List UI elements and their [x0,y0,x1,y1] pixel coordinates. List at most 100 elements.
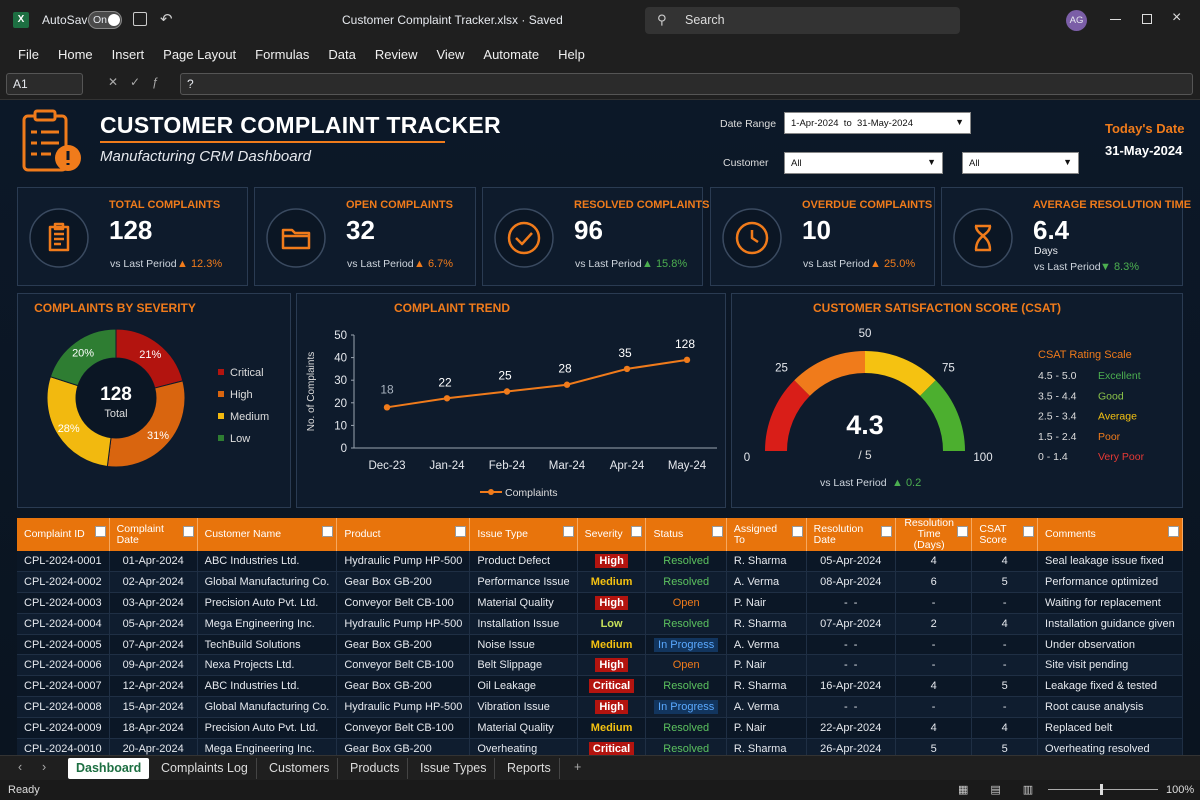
search-box[interactable]: ⚲ Search [645,7,960,34]
filter-dropdown[interactable]: All ▼ [784,152,943,174]
user-avatar[interactable]: AG [1066,10,1087,31]
table-cell: 05-Apr-2024 [806,551,896,573]
sheet-tab[interactable]: Reports [499,758,560,779]
filter-button[interactable] [562,526,574,537]
status-badge: In Progress [654,637,719,652]
legend-label: High [230,389,253,401]
sheet-tab[interactable]: Customers [261,758,339,779]
formula-input[interactable]: ? [180,73,1193,95]
header-text: Resolution Date [813,522,864,546]
dashboard-subtitle: Manufacturing CRM Dashboard [100,148,311,165]
filter-button[interactable] [957,526,969,537]
close-button[interactable]: × [1172,9,1182,26]
table-cell: Precision Auto Pvt. Ltd. [197,717,338,739]
table-cell: Product Defect [469,551,578,573]
cell-text: 05-Apr-2024 [122,617,184,630]
filter-button[interactable] [94,526,106,537]
filter-button[interactable] [791,526,803,537]
legend-swatch [218,391,224,397]
zoom-thumb[interactable] [1100,784,1103,795]
ribbon-tab[interactable]: Page Layout [163,46,237,62]
filter-button[interactable] [455,526,467,537]
table-cell: Seal leakage issue fixed [1037,551,1183,573]
trend-point [503,388,511,395]
header-text: Customer Name [204,528,282,540]
sheet-tab[interactable]: Issue Types [412,758,496,779]
filter-button[interactable] [1023,526,1035,537]
point-label: 28 [558,362,572,376]
ribbon-tab[interactable]: Help [558,46,585,62]
table-cell: Precision Auto Pvt. Ltd. [197,592,338,614]
zoom-slider[interactable] [1048,789,1158,790]
ribbon-tab[interactable]: File [18,46,39,62]
filter-button[interactable] [1168,526,1179,537]
cell-text: 2 [930,617,937,630]
sheet-tab[interactable]: Products [342,758,409,779]
filter-button[interactable] [322,526,334,537]
sheet-tab[interactable]: Dashboard [68,758,150,779]
save-icon[interactable] [133,12,147,26]
view-buttons[interactable]: ▦▤▥ [958,784,1056,796]
scale-label: Good [1098,390,1124,402]
ribbon-tab[interactable]: View [436,46,465,62]
icon-ring [266,208,326,268]
minimize-button[interactable] [1110,19,1121,20]
gauge-band [794,351,865,396]
filter-button[interactable] [182,526,194,537]
cell-text: - - [844,596,858,609]
y-tick-label: 40 [334,353,347,365]
ribbon-tab[interactable]: Home [57,46,93,62]
table-cell: CPL-2024-0008 [17,696,110,718]
cell-text: - - [844,700,858,713]
table-cell: P. Nair [726,717,807,739]
ribbon-tab[interactable]: Review [374,46,418,62]
ribbon-tab[interactable]: Formulas [255,46,310,62]
table-cell: Nexa Projects Ltd. [197,654,338,677]
kpi-change: ▲ 12.3% [177,258,223,270]
maximize-button[interactable] [1142,14,1152,24]
ribbon-tab[interactable]: Data [328,46,356,62]
add-sheet[interactable]: + [574,760,582,774]
filter-button[interactable] [880,526,892,537]
filter-dropdown[interactable]: 1-Apr-2024 to 31-May-2024 ▼ [784,112,971,134]
table-cell: CPL-2024-0006 [17,654,110,677]
ribbon-tab[interactable]: Insert [111,46,145,62]
severity-badge: Medium [590,721,633,734]
tab-next[interactable]: › [42,760,47,774]
cell-text: Hydraulic Pump HP-500 [344,700,463,713]
center-label: Total [104,408,127,420]
cell-text: 05-Apr-2024 [820,555,882,568]
dropdown-arrow: ▼ [927,157,936,167]
table-cell: In Progress [645,634,727,656]
trend-point [623,365,631,373]
cell-text: Performance Issue [477,576,570,589]
table-cell: 5 [971,675,1039,698]
severity-badge: Medium [590,576,633,589]
undo-icon[interactable]: ↶ [160,11,173,28]
cell-text: Hydraulic Pump HP-500 [344,617,463,630]
table-cell: 5 [971,571,1039,594]
table-cell: Critical [577,675,647,698]
tab-prev[interactable]: ‹ [18,760,23,774]
ribbon-tab[interactable]: Automate [483,46,540,62]
filter-button[interactable] [631,526,643,537]
table-cell: Mega Engineering Inc. [197,613,338,635]
severity-badge: High [595,595,628,610]
cell-text: Gear Box GB-200 [344,742,432,755]
sheet-tab[interactable]: Complaints Log [153,758,257,779]
table-cell: Gear Box GB-200 [336,738,471,755]
cell-text: Conveyor Belt CB-100 [344,659,454,672]
severity-badge: High [595,554,628,569]
trend-point [383,404,391,411]
name-box[interactable]: A1 [6,73,83,95]
kpi-icon [953,208,1013,268]
filter-dropdown[interactable]: All ▼ [962,152,1079,174]
header-text: Complaint Date [116,522,164,546]
cell-text: CPL-2024-0009 [24,721,102,734]
table-cell: 4 [971,613,1039,635]
filter-button[interactable] [711,526,723,537]
autosave-toggle[interactable]: On [88,11,122,29]
table-cell: Gear Box GB-200 [336,675,471,698]
gauge-band [765,380,810,451]
formula-text: ? [187,77,194,91]
